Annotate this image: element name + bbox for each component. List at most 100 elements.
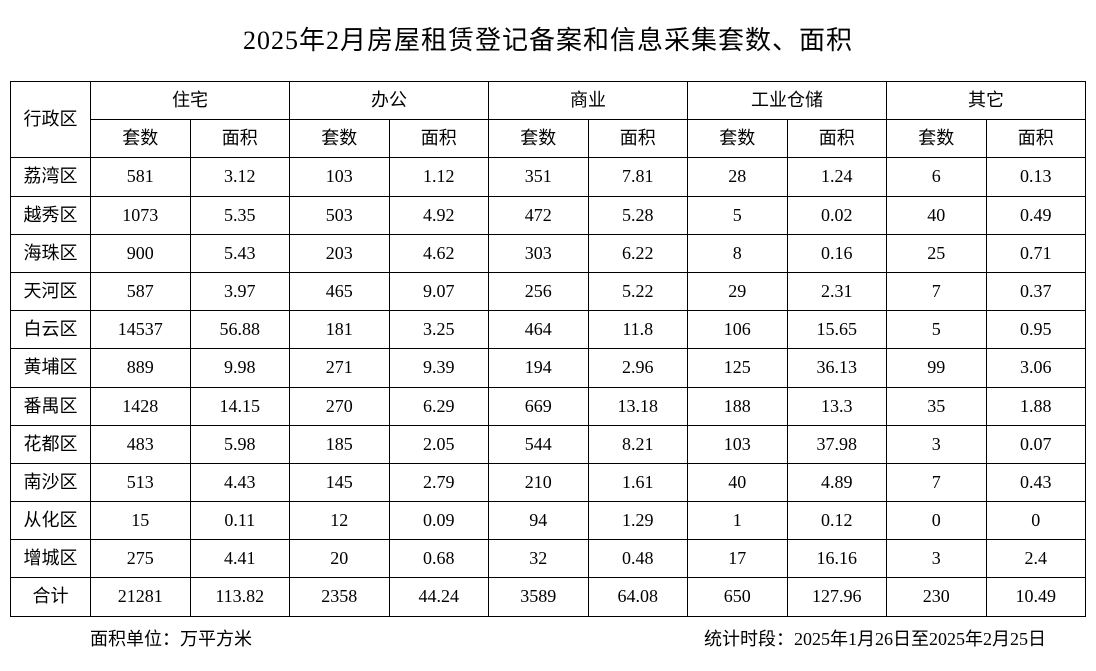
table-row: 合计21281113.82235844.24358964.08650127.96… [11,578,1086,616]
data-cell: 275 [91,540,191,578]
data-cell: 7.81 [588,158,688,196]
data-cell: 40 [688,463,788,501]
data-cell: 2.31 [787,272,887,310]
data-cell: 0.09 [389,502,489,540]
data-cell: 16.16 [787,540,887,578]
footer-period: 统计时段：2025年1月26日至2025年2月25日 [704,625,1046,651]
data-cell: 2.4 [986,540,1086,578]
header-sub-count: 套数 [91,120,191,158]
data-cell: 25 [887,234,987,272]
data-cell: 6.29 [389,387,489,425]
data-cell: 13.18 [588,387,688,425]
data-cell: 9.07 [389,272,489,310]
district-name: 天河区 [11,272,91,310]
data-cell: 3.12 [190,158,290,196]
data-cell: 503 [290,196,390,234]
data-cell: 1.24 [787,158,887,196]
table-row: 越秀区10735.355034.924725.2850.02400.49 [11,196,1086,234]
data-cell: 5.28 [588,196,688,234]
district-name: 海珠区 [11,234,91,272]
data-cell: 0.16 [787,234,887,272]
data-cell: 650 [688,578,788,616]
data-cell: 0.68 [389,540,489,578]
data-cell: 0.13 [986,158,1086,196]
data-cell: 103 [290,158,390,196]
header-group-commercial: 商业 [489,82,688,120]
data-cell: 106 [688,311,788,349]
data-cell: 125 [688,349,788,387]
data-cell: 10.49 [986,578,1086,616]
data-cell: 472 [489,196,589,234]
header-sub-area: 面积 [588,120,688,158]
data-cell: 6 [887,158,987,196]
district-name: 从化区 [11,502,91,540]
data-cell: 0.11 [190,502,290,540]
data-cell: 20 [290,540,390,578]
data-cell: 113.82 [190,578,290,616]
data-cell: 513 [91,463,191,501]
data-cell: 0 [986,502,1086,540]
data-cell: 4.89 [787,463,887,501]
data-cell: 13.3 [787,387,887,425]
district-name: 黄埔区 [11,349,91,387]
header-group-office: 办公 [290,82,489,120]
table-row: 增城区2754.41200.68320.481716.1632.4 [11,540,1086,578]
header-district: 行政区 [11,82,91,158]
data-cell: 103 [688,425,788,463]
data-cell: 0.95 [986,311,1086,349]
data-cell: 9.98 [190,349,290,387]
data-cell: 0.43 [986,463,1086,501]
header-group-industrial: 工业仓储 [688,82,887,120]
data-cell: 5 [887,311,987,349]
data-cell: 4.62 [389,234,489,272]
data-cell: 194 [489,349,589,387]
data-cell: 256 [489,272,589,310]
data-cell: 1073 [91,196,191,234]
data-cell: 17 [688,540,788,578]
data-cell: 44.24 [389,578,489,616]
data-cell: 1.88 [986,387,1086,425]
header-sub-area: 面积 [986,120,1086,158]
header-sub-area: 面积 [190,120,290,158]
header-group-other: 其它 [887,82,1086,120]
district-name: 白云区 [11,311,91,349]
data-cell: 2.05 [389,425,489,463]
data-cell: 7 [887,272,987,310]
district-name: 越秀区 [11,196,91,234]
data-cell: 0.49 [986,196,1086,234]
data-cell: 64.08 [588,578,688,616]
data-cell: 4.92 [389,196,489,234]
data-cell: 0.71 [986,234,1086,272]
data-cell: 15 [91,502,191,540]
data-cell: 5.35 [190,196,290,234]
data-table: 行政区 住宅 办公 商业 工业仓储 其它 套数面积套数面积套数面积套数面积套数面… [10,81,1086,617]
table-row: 海珠区9005.432034.623036.2280.16250.71 [11,234,1086,272]
data-cell: 28 [688,158,788,196]
data-cell: 188 [688,387,788,425]
data-cell: 56.88 [190,311,290,349]
table-row: 番禺区142814.152706.2966913.1818813.3351.88 [11,387,1086,425]
data-cell: 35 [887,387,987,425]
header-sub-area: 面积 [389,120,489,158]
data-cell: 21281 [91,578,191,616]
data-cell: 36.13 [787,349,887,387]
data-cell: 8 [688,234,788,272]
data-cell: 12 [290,502,390,540]
data-cell: 271 [290,349,390,387]
data-cell: 4.43 [190,463,290,501]
data-cell: 9.39 [389,349,489,387]
data-cell: 483 [91,425,191,463]
data-cell: 3 [887,425,987,463]
data-cell: 1.12 [389,158,489,196]
data-cell: 99 [887,349,987,387]
header-sub-count: 套数 [688,120,788,158]
data-cell: 14537 [91,311,191,349]
data-cell: 587 [91,272,191,310]
data-cell: 2.79 [389,463,489,501]
data-cell: 0.48 [588,540,688,578]
data-cell: 0 [887,502,987,540]
data-cell: 3.25 [389,311,489,349]
data-cell: 669 [489,387,589,425]
data-cell: 303 [489,234,589,272]
data-cell: 40 [887,196,987,234]
